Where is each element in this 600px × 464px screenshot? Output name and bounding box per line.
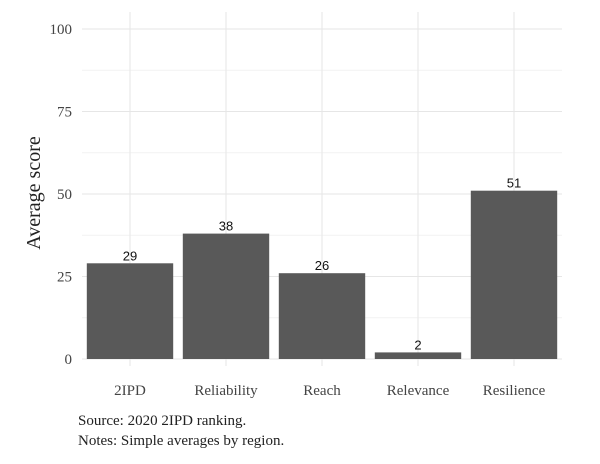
y-tick-label: 50 <box>57 187 72 203</box>
x-tick-label: Resilience <box>483 383 546 399</box>
data-labels: 29 38 26 2 51 <box>123 176 521 353</box>
y-axis-ticks: 0 25 50 75 100 <box>50 22 73 368</box>
bar-chart: 0 25 50 75 100 2IPD Reliability Reach Relevance… <box>23 12 562 399</box>
data-label: 38 <box>219 219 233 234</box>
y-tick-label: 75 <box>57 105 72 121</box>
data-label: 29 <box>123 248 137 263</box>
x-tick-label: Relevance <box>387 383 450 399</box>
source-note: Source: 2020 2IPD ranking. <box>78 413 247 429</box>
x-tick-label: Reach <box>303 383 341 399</box>
bar-2ipd <box>86 263 174 359</box>
notes-text: Notes: Simple averages by region. <box>78 433 285 449</box>
data-label: 26 <box>315 258 329 273</box>
y-tick-label: 100 <box>50 22 73 38</box>
y-axis-title: Average score <box>23 136 45 250</box>
caption: Source: 2020 2IPD ranking. Notes: Simple… <box>78 411 284 451</box>
bar-reach <box>278 273 366 359</box>
y-tick-label: 25 <box>57 270 72 286</box>
data-label: 2 <box>414 337 421 352</box>
x-tick-label: 2IPD <box>114 383 146 399</box>
x-tick-label: Reliability <box>194 383 258 399</box>
bar-reliability <box>182 233 270 359</box>
x-axis-ticks: 2IPD Reliability Reach Relevance Resilience <box>114 383 545 399</box>
data-label: 51 <box>507 176 521 191</box>
y-tick-label: 0 <box>65 352 73 368</box>
bar-relevance <box>374 352 462 359</box>
bar-resilience <box>470 190 558 359</box>
bars <box>86 190 558 359</box>
